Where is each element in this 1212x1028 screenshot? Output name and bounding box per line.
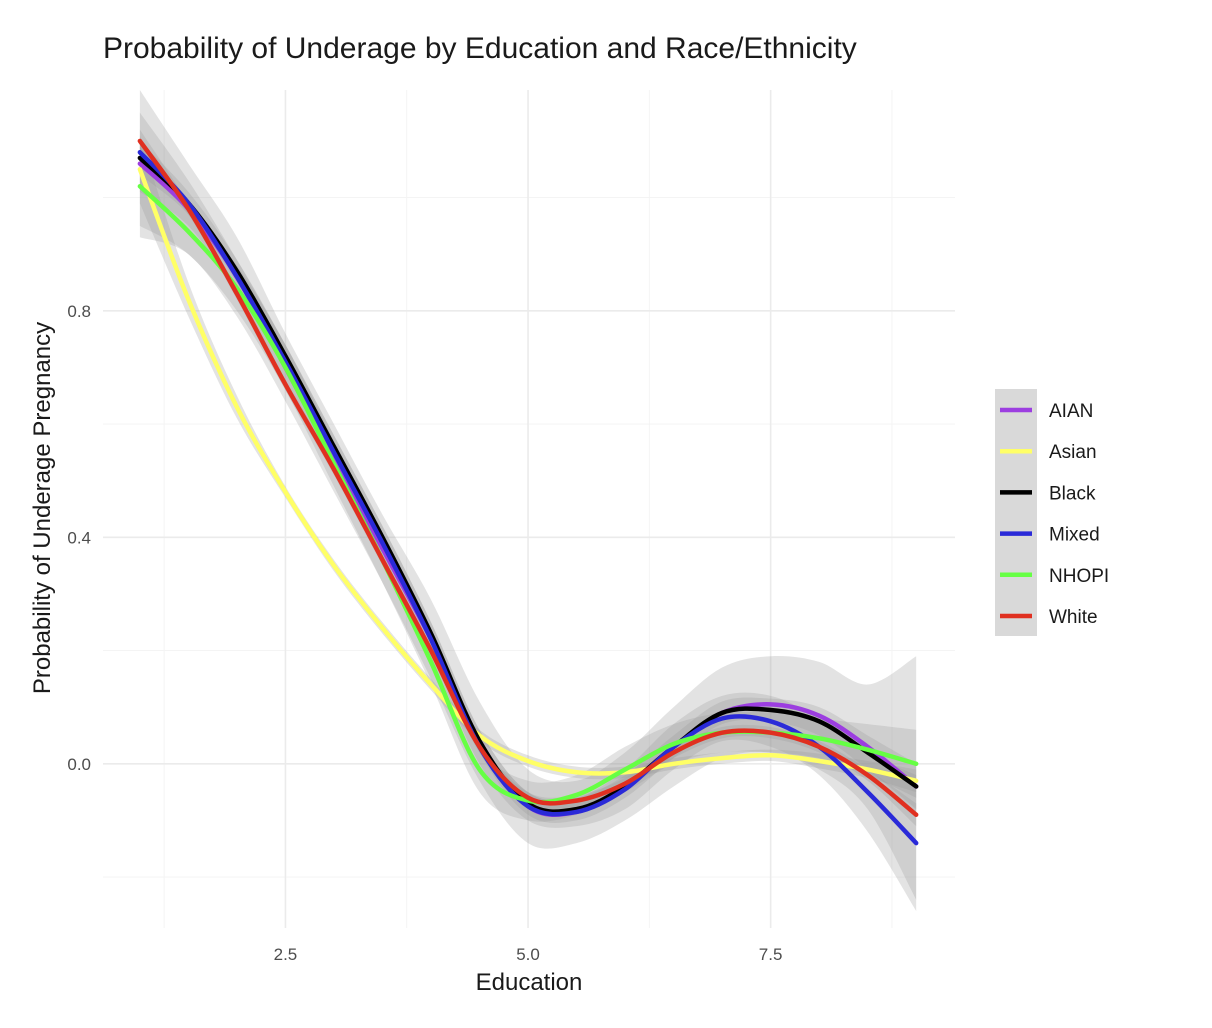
series-line-asian [137, 167, 919, 784]
legend-label-asian: Asian [1049, 442, 1097, 463]
legend-items: AIAN Asian Black Mixed NHOPI White [1000, 401, 1109, 628]
x-tick-label: 7.5 [759, 945, 783, 964]
confidence-band-aian [139, 90, 917, 900]
x-axis-ticks: 2.5 5.0 7.5 [274, 945, 783, 964]
y-axis-title: Probability of Underage Pregnancy [29, 322, 56, 694]
series-line-black [137, 155, 919, 814]
series-line-white [137, 138, 919, 818]
x-tick-label: 2.5 [274, 945, 298, 964]
series-lines [137, 138, 919, 846]
legend: AIAN Asian Black Mixed NHOPI White [995, 389, 1109, 636]
x-tick-label: 5.0 [516, 945, 540, 964]
legend-label-white: White [1049, 607, 1098, 628]
legend-label-black: Black [1049, 483, 1096, 504]
y-tick-label: 0.8 [67, 302, 91, 321]
y-axis-ticks: 0.0 0.4 0.8 [67, 302, 91, 774]
chart-title: Probability of Underage by Education and… [103, 32, 857, 65]
legend-key-background [995, 389, 1037, 636]
y-tick-label: 0.4 [67, 528, 91, 547]
plot-panel [103, 90, 955, 928]
legend-label-nhopi: NHOPI [1049, 566, 1109, 587]
grid-lines [103, 90, 955, 928]
legend-label-mixed: Mixed [1049, 525, 1100, 546]
y-tick-label: 0.0 [67, 755, 91, 774]
legend-label-aian: AIAN [1049, 401, 1093, 422]
x-axis-title: Education [476, 969, 583, 996]
